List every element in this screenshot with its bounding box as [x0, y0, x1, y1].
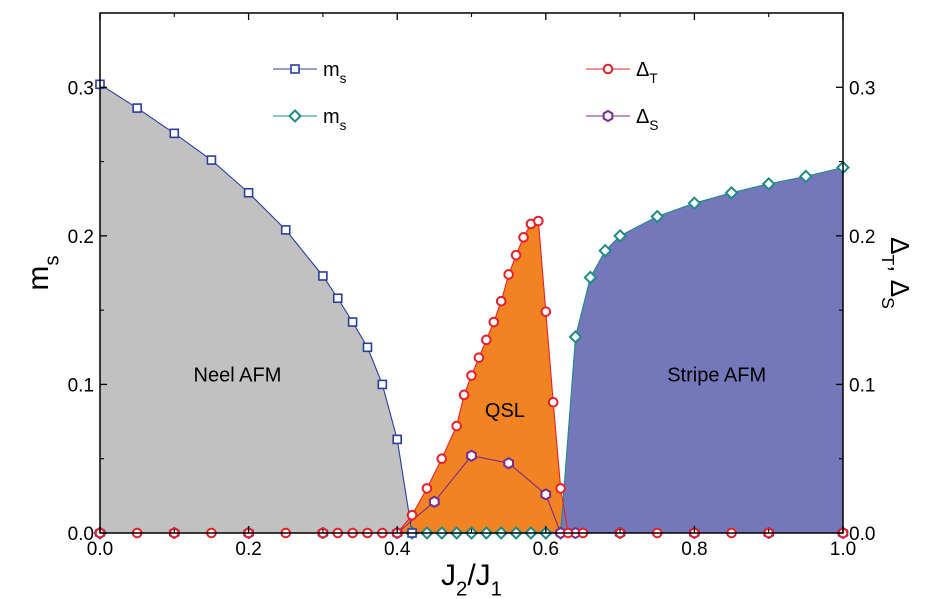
data-point-delta-s — [503, 457, 514, 470]
y-tick-label: 0.1 — [68, 375, 94, 396]
y2-axis-title: ΔT, ΔS — [878, 237, 915, 309]
phase-label: Stripe AFM — [667, 364, 766, 386]
data-point-ms-kx — [598, 243, 613, 258]
data-point-ms-kx — [761, 176, 776, 191]
legend-marker-ms-kx — [288, 109, 302, 123]
data-point-delta-s — [466, 449, 477, 462]
data-point-ms-k0 — [206, 155, 217, 165]
x-tick-label: 0.8 — [681, 539, 707, 560]
y2-tick-label: 0.3 — [849, 78, 875, 99]
data-point-ms-k0 — [362, 342, 373, 353]
y-tick-label: 0.2 — [68, 227, 94, 248]
y2-tick-label: 0.1 — [849, 375, 875, 396]
data-point-delta-t — [406, 509, 418, 521]
legend: ms ms ΔT ΔS — [273, 59, 658, 133]
phase-labels: Neel AFM QSL Stripe AFM — [194, 364, 767, 422]
data-point-delta-t — [518, 232, 529, 243]
data-point-delta-t — [466, 370, 477, 381]
axis-labels: J2/J1 ms ΔT, ΔS — [22, 237, 915, 599]
data-point-ms-kx — [687, 196, 702, 211]
data-point-ms-k0 — [377, 379, 388, 390]
legend-marker-ms-k0 — [290, 64, 300, 74]
data-point-ms-k0 — [169, 128, 180, 139]
data-point-ms-kx — [583, 270, 598, 285]
x-tick-label: 0.4 — [384, 539, 411, 560]
data-point-delta-t — [555, 483, 566, 494]
data-point-ms-k0 — [347, 317, 358, 327]
data-point-ms-kx — [798, 169, 813, 184]
data-point-delta-t — [533, 215, 544, 227]
data-point-delta-t — [473, 352, 485, 363]
data-point-delta-t — [421, 483, 433, 494]
legend-label-ms-k0: ms — [323, 59, 347, 86]
legend-marker-delta-s — [602, 109, 614, 123]
data-point-ms-k0 — [332, 293, 343, 304]
y2-tick-label: 0.2 — [849, 227, 875, 248]
data-point-ms-k0 — [318, 271, 328, 281]
data-point-ms-kx — [613, 228, 628, 243]
x-tick-label: 0.2 — [235, 539, 261, 560]
data-point-ms-kx — [568, 329, 583, 344]
x-tick-label: 0.6 — [533, 539, 559, 560]
phase-label: Neel AFM — [194, 364, 282, 386]
phase-label: QSL — [485, 400, 525, 422]
data-point-delta-s — [540, 488, 552, 501]
legend-label-delta-s: ΔS — [636, 106, 658, 133]
data-point-ms-k0 — [132, 103, 142, 113]
x-axis-title: J2/J1 — [441, 559, 502, 599]
data-point-delta-t — [547, 396, 559, 408]
data-point-delta-t — [540, 306, 552, 317]
x-tick-label: 0.0 — [87, 539, 113, 560]
data-point-ms-kx — [650, 209, 665, 224]
x-tick-label: 1.0 — [830, 539, 856, 560]
data-point-ms-k0 — [280, 225, 291, 235]
legend-label-delta-t: ΔT — [636, 59, 658, 86]
data-point-delta-t — [495, 295, 507, 307]
data-point-delta-t — [436, 453, 448, 465]
data-point-ms-k0 — [243, 187, 254, 198]
y-tick-label: 0.3 — [68, 78, 94, 99]
axis-ticks: 0.0 0.2 0.4 0.6 0.8 1.00.0 0.00.1 0.10.2 0.20.3 0… — [68, 12, 875, 560]
legend-label-ms-kx: ms — [323, 106, 347, 133]
neel-afm-region — [100, 84, 413, 534]
y-axis-title: ms — [22, 255, 64, 290]
data-point-delta-s — [429, 495, 440, 508]
data-point-delta-t — [503, 269, 514, 280]
data-point-delta-t — [458, 389, 470, 401]
data-point-delta-t — [488, 316, 500, 328]
y-tick-label: 0.0 — [68, 524, 94, 545]
data-point-ms-k0 — [392, 434, 403, 445]
phase-regions — [100, 84, 843, 534]
stripe-afm-region — [560, 167, 843, 533]
y2-tick-label: 0.0 — [849, 524, 875, 545]
data-point-delta-t — [510, 249, 522, 261]
data-point-delta-t — [481, 334, 492, 346]
qsl-region — [397, 221, 569, 533]
legend-marker-delta-t — [602, 63, 614, 75]
data-point-delta-t — [451, 420, 462, 432]
data-point-ms-kx — [724, 185, 739, 200]
